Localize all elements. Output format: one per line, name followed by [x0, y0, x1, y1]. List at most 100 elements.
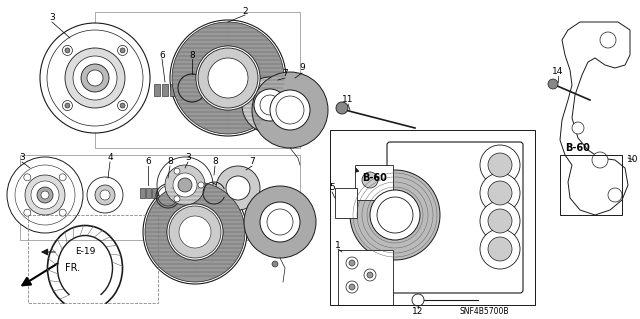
Circle shape	[242, 77, 298, 133]
Circle shape	[548, 79, 558, 89]
Circle shape	[170, 20, 286, 136]
Circle shape	[118, 45, 127, 56]
Circle shape	[100, 190, 110, 200]
Circle shape	[63, 45, 72, 56]
Circle shape	[608, 188, 622, 202]
Circle shape	[198, 48, 258, 108]
Circle shape	[488, 209, 512, 233]
Bar	[170, 84, 176, 96]
Circle shape	[254, 89, 286, 121]
Circle shape	[480, 173, 520, 213]
Circle shape	[7, 157, 83, 233]
Circle shape	[367, 272, 373, 278]
Text: E-19: E-19	[75, 248, 95, 256]
Circle shape	[73, 56, 117, 100]
Circle shape	[412, 294, 424, 306]
Circle shape	[31, 181, 59, 209]
Circle shape	[196, 46, 260, 110]
Circle shape	[169, 206, 221, 258]
Text: 5: 5	[329, 183, 335, 192]
Text: 8: 8	[212, 158, 218, 167]
Circle shape	[276, 96, 304, 124]
Circle shape	[145, 182, 245, 282]
Circle shape	[480, 201, 520, 241]
Circle shape	[272, 261, 278, 267]
Text: 10: 10	[627, 155, 638, 165]
Text: 3: 3	[185, 153, 191, 162]
Circle shape	[488, 237, 512, 261]
Text: 6: 6	[145, 158, 151, 167]
Text: B-60: B-60	[565, 143, 590, 153]
Bar	[330, 130, 535, 305]
Circle shape	[260, 202, 300, 242]
Text: 1: 1	[335, 241, 341, 249]
Text: 3: 3	[19, 153, 25, 162]
Circle shape	[226, 176, 250, 200]
Text: 2: 2	[242, 6, 248, 16]
Text: SNF4B5700B: SNF4B5700B	[460, 308, 509, 316]
Circle shape	[63, 100, 72, 111]
Circle shape	[24, 174, 31, 181]
Circle shape	[41, 191, 49, 199]
Circle shape	[65, 48, 125, 108]
Circle shape	[178, 178, 192, 192]
Text: 11: 11	[342, 95, 354, 105]
Circle shape	[59, 174, 66, 181]
Circle shape	[179, 216, 211, 248]
Polygon shape	[560, 22, 630, 215]
Bar	[162, 84, 168, 96]
Text: FR.: FR.	[65, 263, 80, 273]
Bar	[28, 215, 158, 303]
Circle shape	[173, 173, 197, 197]
Circle shape	[174, 168, 180, 174]
Circle shape	[260, 95, 280, 115]
Circle shape	[349, 284, 355, 290]
Circle shape	[216, 166, 260, 210]
Text: 9: 9	[299, 63, 305, 72]
Circle shape	[167, 204, 223, 260]
Circle shape	[592, 152, 608, 168]
Circle shape	[350, 170, 440, 260]
Text: 14: 14	[552, 68, 564, 77]
FancyBboxPatch shape	[387, 142, 523, 293]
Circle shape	[346, 257, 358, 269]
Circle shape	[488, 181, 512, 205]
Circle shape	[24, 209, 31, 216]
Bar	[140, 188, 145, 198]
Circle shape	[370, 190, 420, 240]
Circle shape	[208, 58, 248, 98]
Bar	[330, 130, 535, 305]
Circle shape	[143, 180, 247, 284]
Circle shape	[167, 204, 223, 260]
Bar	[335, 188, 357, 218]
Text: 8: 8	[189, 50, 195, 60]
Circle shape	[377, 197, 413, 233]
Circle shape	[81, 64, 109, 92]
Circle shape	[364, 269, 376, 281]
Bar	[560, 155, 622, 215]
Circle shape	[346, 281, 358, 293]
Circle shape	[37, 187, 53, 203]
Circle shape	[174, 196, 180, 202]
Bar	[145, 188, 150, 198]
Bar	[152, 188, 157, 198]
Text: B-60: B-60	[362, 173, 387, 183]
Circle shape	[157, 157, 213, 213]
Circle shape	[572, 122, 584, 134]
Text: 8: 8	[167, 158, 173, 167]
Circle shape	[267, 209, 293, 235]
Circle shape	[172, 22, 284, 134]
Circle shape	[87, 177, 123, 213]
Circle shape	[118, 100, 127, 111]
Circle shape	[65, 48, 70, 53]
Circle shape	[252, 72, 328, 148]
Circle shape	[600, 32, 616, 48]
Text: 7: 7	[282, 70, 288, 78]
Circle shape	[336, 102, 348, 114]
Text: 3: 3	[49, 13, 55, 23]
Circle shape	[349, 260, 355, 266]
Text: 7: 7	[249, 158, 255, 167]
Circle shape	[480, 229, 520, 269]
Circle shape	[196, 46, 260, 110]
Circle shape	[270, 90, 310, 130]
